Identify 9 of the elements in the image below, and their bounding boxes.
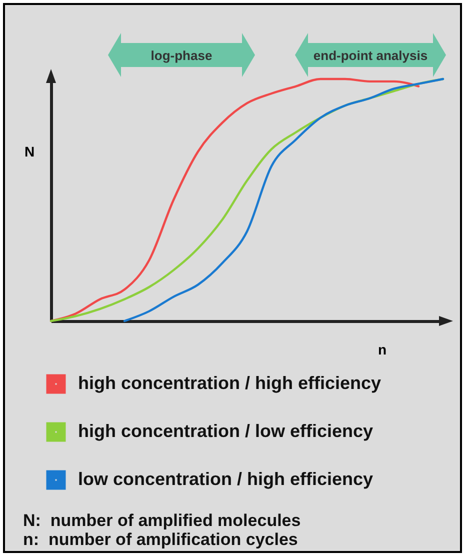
text: n: number of amplification cycles: [23, 530, 298, 550]
text: end-point analysis: [313, 48, 428, 63]
legend-label: high concentration / high efficiency: [78, 373, 382, 393]
text: log-phase: [150, 48, 212, 63]
text: N: number of amplified molecules: [23, 511, 301, 531]
x-axis-title: n: [378, 342, 386, 358]
legend-label: low concentration / high efficiency: [78, 469, 374, 489]
legend-label: high concentration / low efficiency: [78, 421, 374, 441]
y-axis-title: N: [24, 144, 35, 160]
